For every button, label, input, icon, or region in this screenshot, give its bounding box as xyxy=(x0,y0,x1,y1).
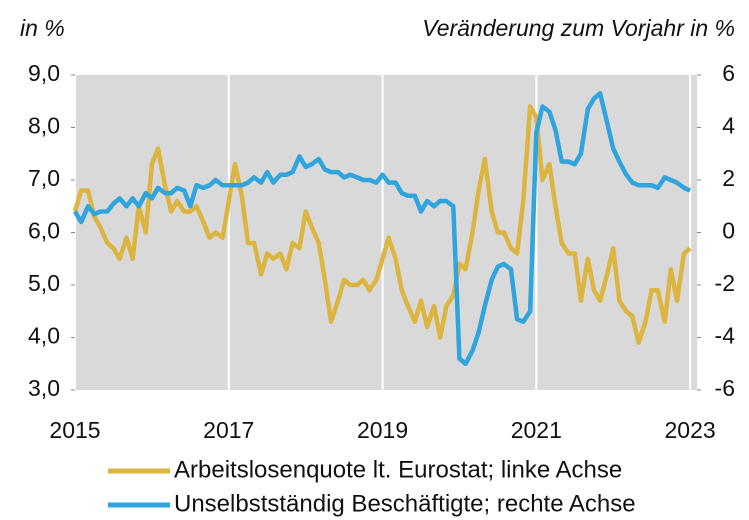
plot-area xyxy=(75,75,697,390)
y2-axis-label: Veränderung zum Vorjahr in % xyxy=(422,15,735,41)
x-tick-label: 2017 xyxy=(203,417,254,443)
y-tick-label: 9,0 xyxy=(28,60,60,86)
y-tick-label: 5,0 xyxy=(28,270,60,296)
legend-label: Arbeitslosenquote lt. Eurostat; linke Ac… xyxy=(174,456,622,483)
series-line xyxy=(72,104,692,345)
y2-tick-label: 0 xyxy=(722,218,735,244)
y2-tick-label: 2 xyxy=(722,165,735,191)
y-tick-label: 3,0 xyxy=(28,375,60,401)
x-tick-label: 2021 xyxy=(511,417,562,443)
y-tick-label: 4,0 xyxy=(28,323,60,349)
y-axis-label: in % xyxy=(20,15,65,41)
y-tick-label: 6,0 xyxy=(28,218,60,244)
legend-label: Unselbstständig Beschäftigte; rechte Ach… xyxy=(174,490,636,517)
x-tick-label: 2019 xyxy=(357,417,408,443)
y-tick-label: 8,0 xyxy=(28,113,60,139)
x-tick-label: 2015 xyxy=(49,417,100,443)
series-line xyxy=(73,91,691,366)
y2-tick-label: 4 xyxy=(722,113,735,139)
y2-tick-label: 6 xyxy=(722,60,735,86)
x-tick-label: 2023 xyxy=(664,417,715,443)
y-tick-label: 7,0 xyxy=(28,165,60,191)
y2-tick-label: -4 xyxy=(715,323,736,349)
y2-tick-label: -6 xyxy=(715,375,735,401)
y2-tick-label: -2 xyxy=(715,270,735,296)
